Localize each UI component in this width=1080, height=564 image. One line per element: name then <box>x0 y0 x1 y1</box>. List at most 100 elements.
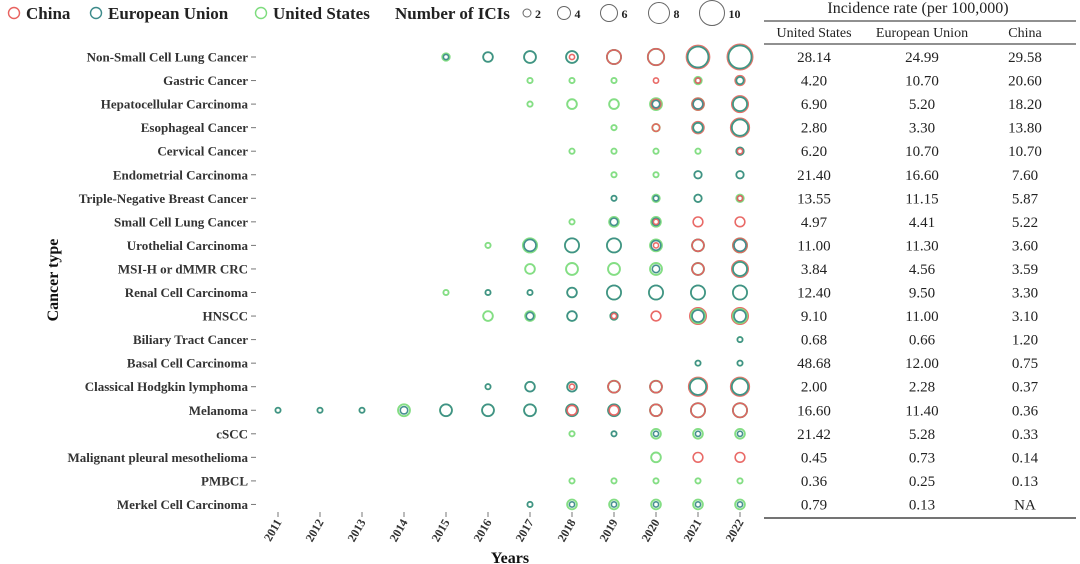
bubble-united-states <box>608 98 620 110</box>
bubble-china <box>734 216 746 228</box>
table-cell: 6.90 <box>801 97 827 113</box>
bubble-china <box>650 98 662 110</box>
x-axis-title: Years <box>491 550 529 564</box>
bubble-european-union <box>274 406 282 414</box>
bubble-china <box>568 53 576 61</box>
table-cell: 11.30 <box>905 238 938 254</box>
table-cell: 11.00 <box>797 238 830 254</box>
bubble-united-states <box>566 98 578 110</box>
y-tick-label: Cervical Cancer <box>157 144 248 159</box>
legend-marker-united-states <box>254 6 268 20</box>
bubble-china <box>729 117 751 138</box>
bubble-european-union <box>565 50 579 64</box>
bubble-china <box>688 307 707 326</box>
bubble-european-union <box>736 336 744 343</box>
bubble-european-union <box>732 96 748 112</box>
bubble-united-states <box>610 147 618 155</box>
table-cell: 0.33 <box>1012 427 1038 443</box>
bubble-united-states <box>521 237 539 254</box>
bubble-china <box>687 376 709 397</box>
bubble-european-union <box>693 170 703 180</box>
bubble-united-states <box>734 498 746 511</box>
table-cell: 21.40 <box>797 168 831 184</box>
bubble-european-union <box>652 501 660 508</box>
legend-marker-china <box>7 6 21 20</box>
bubble-united-states <box>484 241 492 249</box>
bubble-european-union <box>694 501 702 508</box>
bubble-united-states <box>650 428 662 440</box>
bubble-united-states <box>568 430 576 438</box>
bubble-european-union <box>482 51 494 63</box>
table-cell: 5.87 <box>1012 191 1039 207</box>
bubble-united-states <box>610 124 618 132</box>
bubble-united-states <box>610 171 618 179</box>
legend-size-circle <box>699 0 725 26</box>
bubble-united-states <box>442 288 450 297</box>
bubble-china <box>734 451 746 463</box>
bubble-united-states <box>692 498 704 511</box>
bubble-united-states <box>650 216 662 228</box>
table-cell: 18.20 <box>1008 97 1042 113</box>
bubble-china <box>736 147 744 155</box>
bubble-china <box>734 74 746 87</box>
bubble-european-union <box>610 501 618 508</box>
bubble-european-union <box>565 403 579 418</box>
table-cell: 0.13 <box>1012 474 1038 490</box>
legend-size-label: 8 <box>674 7 680 21</box>
table-cell: 11.40 <box>905 403 938 419</box>
y-axis-title: Cancer type <box>45 239 62 322</box>
bubble-united-states <box>524 310 536 322</box>
bubble-china <box>566 404 578 416</box>
bubble-united-states <box>652 171 660 179</box>
table-cell: 12.40 <box>797 286 831 302</box>
table-cell: 20.60 <box>1008 74 1042 90</box>
bubble-united-states <box>526 77 534 85</box>
bubble-european-union <box>733 238 747 253</box>
bubble-china <box>730 259 749 278</box>
y-tick-label: Triple-Negative Breast Cancer <box>79 191 248 206</box>
table-cell: 5.22 <box>1012 215 1038 231</box>
bubble-china <box>692 216 704 228</box>
bubble-european-union <box>736 430 744 438</box>
x-tick-label: 2020 <box>638 517 662 545</box>
table-cell: 2.00 <box>801 380 827 396</box>
bubble-china <box>568 383 576 391</box>
table-cell: 29.58 <box>1008 50 1042 66</box>
legend-marker-european-union <box>89 6 103 20</box>
bubble-european-union <box>523 238 537 253</box>
table-cell: 4.20 <box>801 74 827 90</box>
x-tick-label: 2017 <box>512 517 536 545</box>
bubble-european-union <box>523 50 537 64</box>
bubble-european-union <box>442 53 450 61</box>
bubble-china <box>726 43 754 71</box>
bubble-united-states <box>526 100 534 108</box>
table-cell: 10.70 <box>1008 144 1042 160</box>
bubble-china <box>691 120 705 135</box>
bubble-european-union <box>651 217 661 227</box>
bubble-united-states <box>692 428 704 440</box>
bubble-china <box>691 262 705 276</box>
bubble-united-states <box>734 428 746 440</box>
table-cell: 0.75 <box>1012 356 1038 372</box>
bubble-china <box>690 402 706 419</box>
bubble-china <box>649 403 663 418</box>
bubble-european-union <box>693 193 703 203</box>
bubble-european-union <box>650 239 662 252</box>
bubble-united-states <box>565 262 579 276</box>
bubble-european-union <box>566 310 578 322</box>
bubble-china <box>651 123 661 133</box>
bubble-european-union <box>694 359 702 367</box>
bubble-china <box>607 379 621 394</box>
table-cell: 13.80 <box>1008 121 1042 137</box>
table-cell: 10.70 <box>905 144 939 160</box>
bubble-european-union <box>606 284 622 301</box>
table-cell: 0.36 <box>801 474 828 490</box>
y-tick-label: Malignant pleural mesothelioma <box>67 450 248 465</box>
bubble-european-union <box>733 309 747 323</box>
bubble-united-states <box>731 308 749 325</box>
bubble-european-union <box>732 284 748 301</box>
bubble-european-union <box>523 403 537 418</box>
table-cell: 3.30 <box>909 121 935 137</box>
bubble-european-union <box>484 289 492 296</box>
bubble-united-states <box>566 498 578 511</box>
